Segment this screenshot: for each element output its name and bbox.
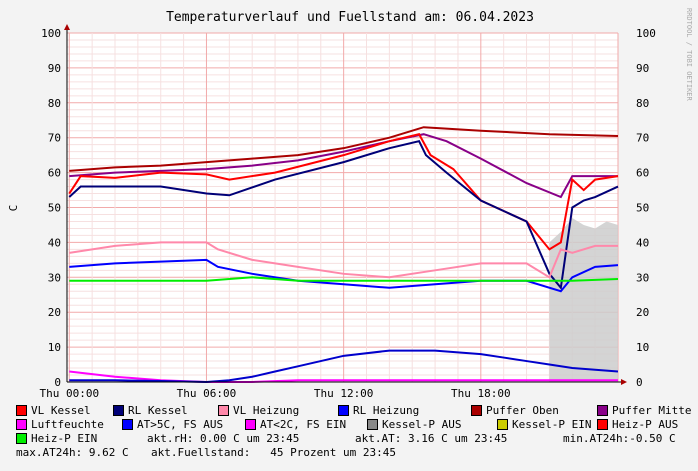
series-line-vl-heizung: [69, 241, 618, 279]
legend-item-kessel-p-ein: Kessel-P EIN: [497, 418, 591, 431]
legend-swatch: [367, 419, 378, 430]
legend-label: AT>5C, FS AUS: [137, 418, 224, 431]
legend-swatch: [16, 405, 27, 416]
y-tick-label-right: 0: [636, 376, 643, 389]
x-tick-label: Thu 06:00: [177, 387, 237, 400]
chart-title: Temperaturverlauf und Fuellstand am: 06.…: [166, 10, 534, 25]
legend-label: Puffer Oben: [486, 404, 559, 417]
x-tick-label: Thu 12:00: [314, 387, 374, 400]
legend-label: Kessel-P AUS: [382, 418, 462, 431]
y-tick-label-right: 50: [636, 202, 649, 215]
stat-humidity: akt.rH: 0.00 C um 23:45: [147, 432, 300, 445]
legend-swatch: [16, 419, 27, 430]
x-tick-label: Thu 18:00: [451, 387, 511, 400]
y-tick-label-right: 70: [636, 132, 649, 145]
legend-item-rl-kessel: RL Kessel: [113, 404, 188, 417]
watermark: RRDTOOL / TOBI OETIKER: [685, 8, 693, 102]
y-tick-label-left: 10: [48, 341, 61, 354]
series-line-rl-heizung: [69, 258, 619, 293]
legend-label: Puffer Mitte: [612, 404, 692, 417]
y-tick-label-right: 90: [636, 62, 649, 75]
grid: [67, 32, 619, 383]
stat-min-temp: min.AT24h:-0.50 C: [563, 432, 676, 445]
series-line-puffer-oben: [69, 126, 619, 172]
legend-swatch: [597, 405, 608, 416]
shaded-area: [549, 217, 618, 382]
y-tick-label-left: 20: [48, 306, 61, 319]
y-tick-label-left: 90: [48, 62, 61, 75]
legend-item-puffer-mitte: Puffer Mitte: [597, 404, 691, 417]
y-tick-label-left: 80: [48, 97, 61, 110]
legend-swatch: [497, 419, 508, 430]
legend-item-heiz-p-ein: Heiz-P EIN: [16, 432, 97, 445]
y-tick-label-right: 60: [636, 167, 649, 180]
y-tick-label-left: 100: [41, 27, 61, 40]
stat-max-temp: max.AT24h: 9.62 C: [16, 446, 129, 459]
y-tick-label-right: 30: [636, 271, 649, 284]
y-tick-label-left: 40: [48, 236, 61, 249]
y-tick-label-left: 50: [48, 202, 61, 215]
legend-swatch: [338, 405, 349, 416]
shaded-area-kessel-p-aus: [549, 217, 618, 382]
legend-label: RL Heizung: [353, 404, 420, 417]
x-axis-arrow: [621, 379, 627, 385]
y-tick-label-left: 0: [54, 376, 61, 389]
series-lines: [68, 126, 619, 384]
legend-swatch: [122, 419, 133, 430]
legend-item-vl-heizung: VL Heizung: [218, 404, 299, 417]
legend-label: Luftfeuchte: [31, 418, 104, 431]
legend-item-vl-kessel: VL Kessel: [16, 404, 91, 417]
series-line-vl-kessel: [68, 133, 619, 251]
legend-item-luftfeuchte: Luftfeuchte: [16, 418, 104, 431]
legend-item-at-2c-fs-ein: AT<2C, FS EIN: [245, 418, 346, 431]
legend-label: Kessel-P EIN: [512, 418, 592, 431]
series-line-rl-kessel: [68, 140, 619, 291]
series-line-heiz-p-ein: [69, 276, 619, 282]
x-tick-label: Thu 00:00: [39, 387, 99, 400]
y-axis-arrow: [64, 24, 70, 30]
legend-item-kessel-p-aus: Kessel-P AUS: [367, 418, 461, 431]
stat-outside-temp: akt.AT: 3.16 C um 23:45: [355, 432, 508, 445]
legend-swatch: [471, 405, 482, 416]
y-tick-label-left: 70: [48, 132, 61, 145]
stat-fill-level: akt.Fuellstand: 45 Prozent um 23:45: [151, 446, 397, 459]
legend-item-rl-heizung: RL Heizung: [338, 404, 419, 417]
legend-label: VL Kessel: [31, 404, 91, 417]
legend-item-heiz-p-aus: Heiz-P AUS: [597, 418, 678, 431]
legend-label: Heiz-P EIN: [31, 432, 98, 445]
legend-swatch: [16, 433, 27, 444]
y-tick-label-right: 100: [636, 27, 656, 40]
legend-label: RL Kessel: [128, 404, 188, 417]
legend-label: AT<2C, FS EIN: [260, 418, 347, 431]
y-tick-label-right: 20: [636, 306, 649, 319]
legend-label: VL Heizung: [233, 404, 300, 417]
legend-item-puffer-oben: Puffer Oben: [471, 404, 559, 417]
y-tick-label-right: 40: [636, 236, 649, 249]
legend-item-at-5c-fs-aus: AT>5C, FS AUS: [122, 418, 223, 431]
y-tick-label-right: 80: [636, 97, 649, 110]
legend-swatch: [597, 419, 608, 430]
legend-swatch: [245, 419, 256, 430]
legend-swatch: [218, 405, 229, 416]
chart-svg: 0 0 10 10 20 20 30 30 40 40 50 50 60 60 70 70 80 80 90 90 10…: [7, 8, 693, 400]
y-axis-label: C: [7, 205, 20, 212]
y-tick-label-left: 30: [48, 271, 61, 284]
legend-label: Heiz-P AUS: [612, 418, 679, 431]
y-tick-label-left: 60: [48, 167, 61, 180]
axes: 0 0 10 10 20 20 30 30 40 40 50 50 60 60 70 70 80 80 90 90 10…: [39, 24, 656, 400]
legend-swatch: [113, 405, 124, 416]
y-tick-label-right: 10: [636, 341, 649, 354]
